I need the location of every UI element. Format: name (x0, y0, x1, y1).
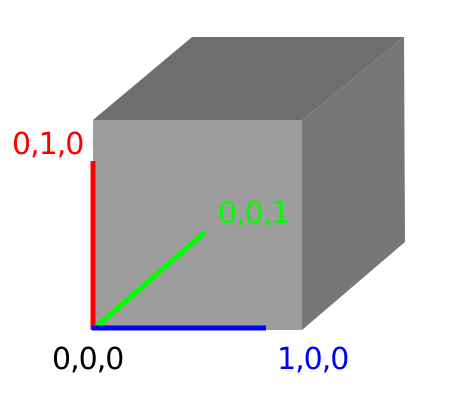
origin-label: 0,0,0 (52, 342, 123, 377)
cube-front-face (93, 120, 302, 330)
cube-top-face (93, 37, 404, 120)
cube-right-face (302, 37, 405, 330)
y-axis-label: 0,1,0 (12, 127, 83, 162)
z-axis-line (93, 230, 207, 330)
x-axis-label: 1,0,0 (277, 342, 348, 377)
z-axis-label: 0,0,1 (218, 196, 289, 231)
